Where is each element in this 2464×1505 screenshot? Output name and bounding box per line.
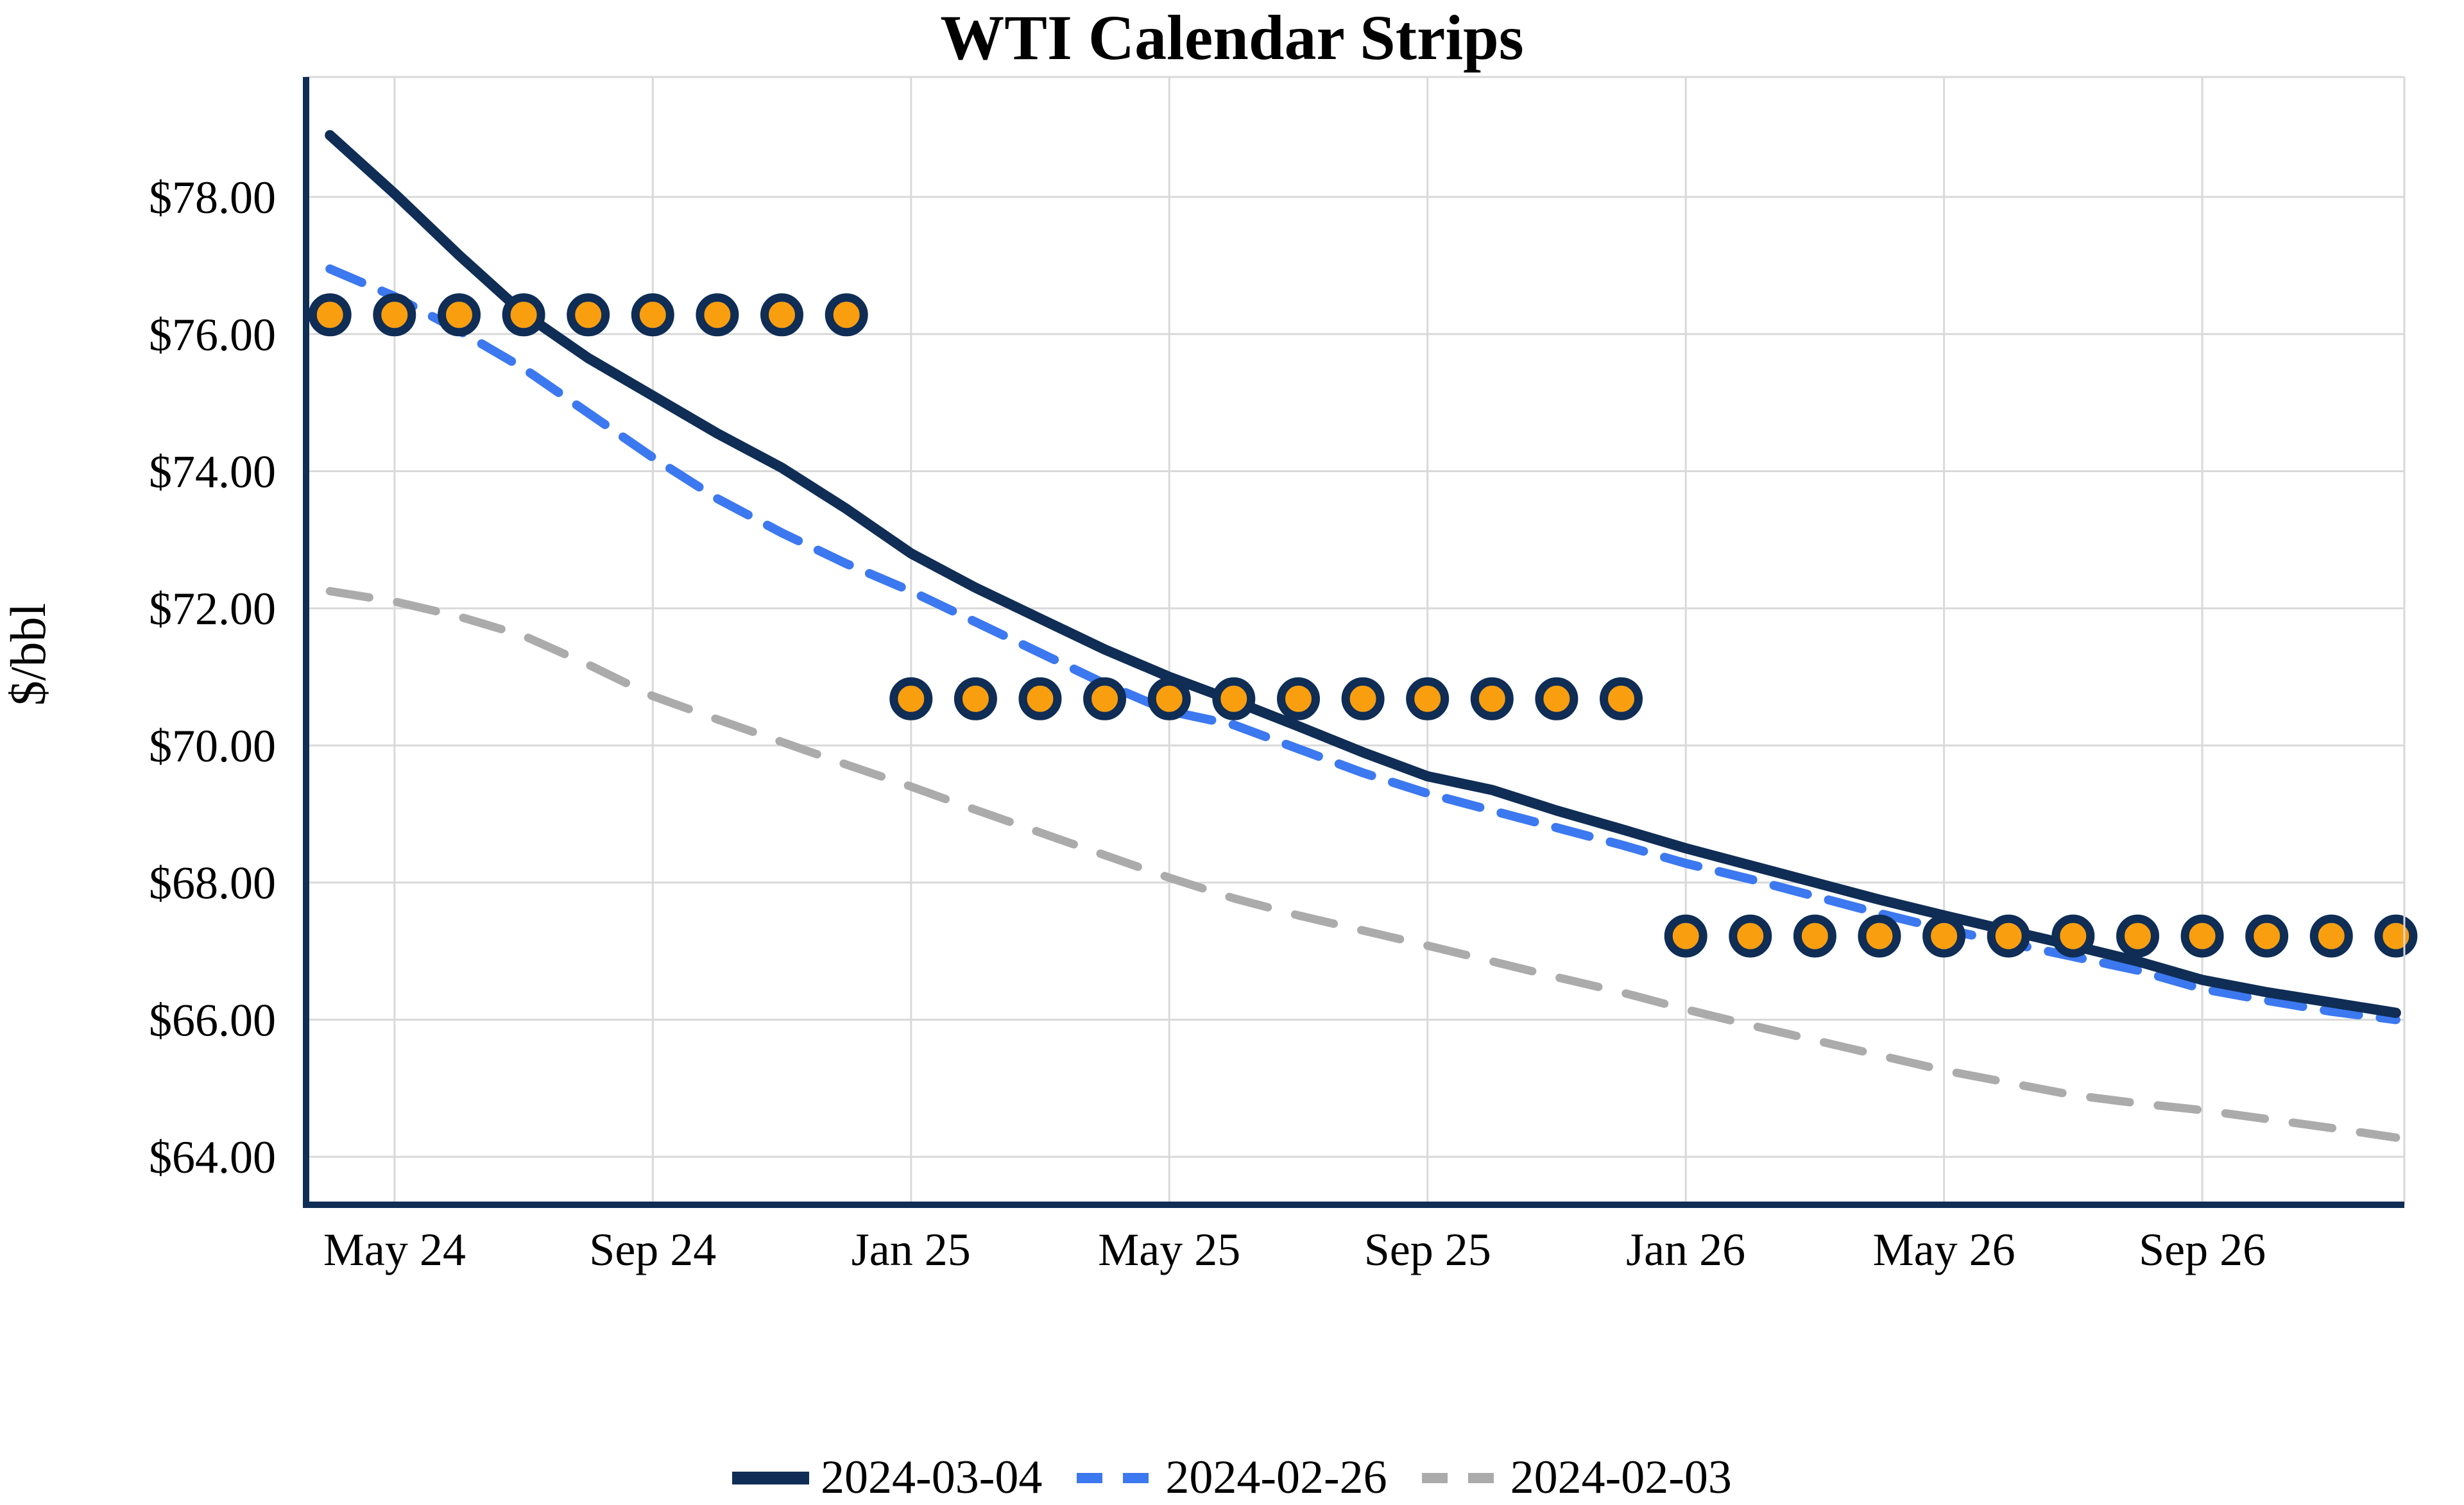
calendar-strip-2025-dot — [1018, 677, 1062, 720]
calendar-strip-2026-dot — [2116, 914, 2159, 958]
calendar-strip-2024-dot — [308, 293, 352, 337]
calendar-strip-2024-dot — [438, 293, 481, 337]
calendar-strip-2025-dot — [1406, 677, 1450, 720]
legend-label: 2024-03-04 — [821, 1451, 1043, 1504]
x-tick-label: Jan 26 — [1626, 1224, 1745, 1275]
calendar-strip-2026-dot — [1793, 914, 1836, 958]
x-tick-label: May 24 — [323, 1224, 466, 1275]
calendar-strip-2026-dot — [1987, 914, 2030, 958]
y-tick-label: $70.00 — [149, 720, 276, 772]
y-tick-label: $68.00 — [149, 858, 276, 909]
legend-item-2024-02-03: 2024-02-03 — [1421, 1450, 1732, 1505]
calendar-strip-2026-dot — [1922, 914, 1966, 958]
legend: 2024-03-04 2024-02-26 2024-02-03 — [0, 1450, 2464, 1505]
calendar-strip-2025-dot — [1277, 677, 1320, 720]
x-tick-label: May 25 — [1098, 1224, 1240, 1275]
y-tick-label: $78.00 — [149, 172, 276, 223]
x-tick-label: Sep 24 — [589, 1224, 716, 1275]
x-tick-label: Sep 25 — [1364, 1224, 1491, 1275]
grid-layer — [306, 77, 2404, 1205]
calendar-strip-2026-dot — [1858, 914, 1901, 958]
calendar-strip-2026-dot — [2309, 914, 2353, 958]
calendar-strip-2025-dot — [1470, 677, 1514, 720]
chart-title: WTI Calendar Strips — [940, 2, 1523, 73]
legend-item-2024-03-04: 2024-03-04 — [732, 1450, 1042, 1505]
axes-frame — [303, 76, 2406, 1208]
y-tick-label: $74.00 — [149, 446, 276, 497]
calendar-strip-2025-dot — [954, 677, 997, 720]
calendar-strip-2025-dot — [1600, 677, 1643, 720]
calendar-strip-2026-dot — [2180, 914, 2224, 958]
legend-label: 2024-02-03 — [1510, 1451, 1732, 1504]
chart-canvas: $64.00 $66.00 $68.00 $70.00 $72.00 $74.00 $76.… — [0, 2, 2418, 1275]
y-tick-label: $72.00 — [149, 583, 276, 634]
calendar-strip-2024-dot — [696, 293, 739, 337]
calendar-strip-2025-dot — [1212, 677, 1256, 720]
calendar-strip-2026-dot — [2374, 914, 2418, 958]
legend-label: 2024-02-26 — [1165, 1451, 1387, 1504]
series-line-2024-02-26 — [325, 264, 2400, 1025]
series-line-2024-03-04 — [325, 130, 2401, 1018]
x-tick-label: Jan 25 — [851, 1224, 971, 1275]
calendar-strip-2026-dot — [1664, 914, 1707, 958]
chart-figure: $64.00 $66.00 $68.00 $70.00 $72.00 $74.00 $76.… — [0, 2, 2418, 1504]
series-layer — [325, 130, 2401, 1142]
calendar-strip-2024-dot — [631, 293, 674, 337]
calendar-strip-2024-dot — [567, 293, 610, 337]
y-tick-label: $76.00 — [149, 309, 276, 361]
calendar-strip-2025-dot — [1341, 677, 1385, 720]
tick-labels-layer: $64.00 $66.00 $68.00 $70.00 $72.00 $74.00 $76.… — [149, 172, 2266, 1275]
calendar-strip-2024-dot — [760, 293, 803, 337]
x-tick-label: Sep 26 — [2139, 1224, 2266, 1275]
y-tick-label: $64.00 — [149, 1132, 276, 1183]
legend-swatch-dashed-line-icon — [1421, 1472, 1499, 1483]
calendar-strip-2024-dot — [373, 293, 416, 337]
legend-swatch-solid-line-icon — [732, 1471, 810, 1484]
calendar-strip-2026-dot — [2245, 914, 2289, 958]
calendar-strip-2025-dot — [1083, 677, 1127, 720]
calendar-strip-2024-dot — [825, 293, 868, 337]
series-line-2024-02-03 — [325, 587, 2400, 1142]
x-tick-label: May 26 — [1873, 1224, 2015, 1275]
calendar-strip-2026-dot — [2051, 914, 2095, 958]
calendar-strip-2025-dot — [889, 677, 933, 720]
legend-swatch-dashed-line-icon — [1077, 1472, 1154, 1483]
calendar-strip-2026-dot — [1729, 914, 1772, 958]
legend-item-2024-02-26: 2024-02-26 — [1077, 1450, 1387, 1505]
calendar-strip-2025-dot — [1535, 677, 1579, 720]
y-tick-label: $66.00 — [149, 994, 276, 1046]
y-axis-title: $/bbl — [0, 603, 56, 706]
calendar-strip-2025-dot — [1147, 677, 1191, 720]
calendar-strip-2024-dot — [502, 293, 545, 337]
